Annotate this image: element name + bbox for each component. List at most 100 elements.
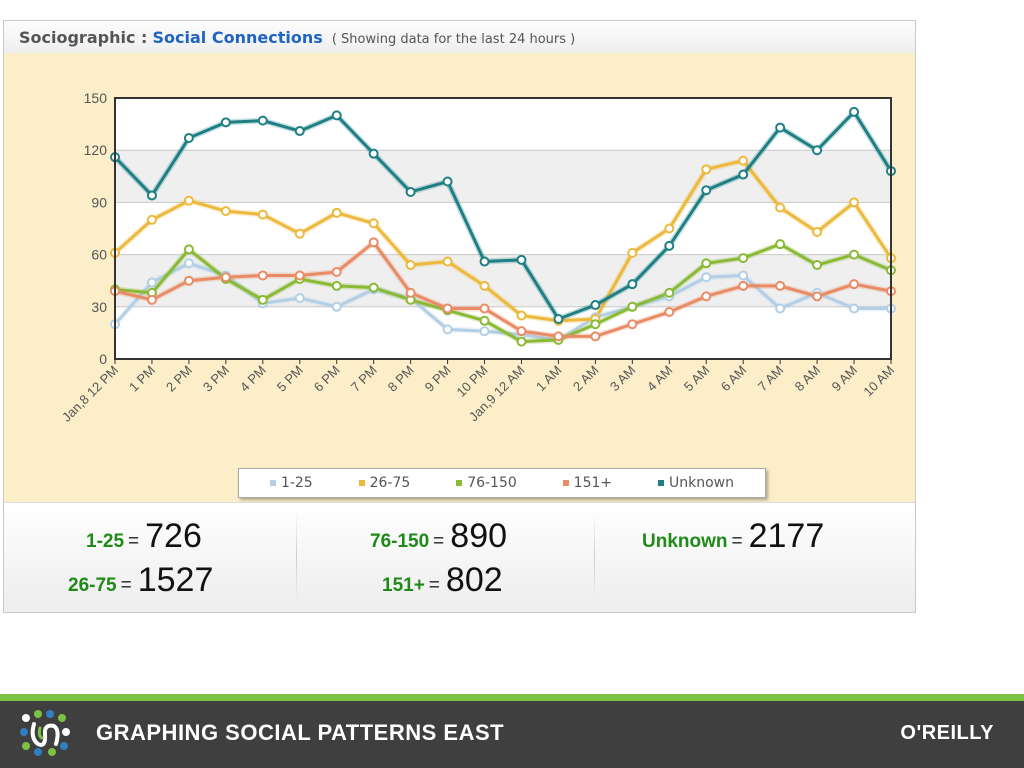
data-point bbox=[627, 279, 638, 290]
legend-label: 76-150 bbox=[467, 475, 517, 491]
data-point bbox=[183, 258, 194, 269]
data-point bbox=[812, 260, 823, 271]
data-point bbox=[479, 256, 490, 267]
data-point bbox=[738, 253, 749, 264]
total-equals: = bbox=[731, 531, 743, 552]
data-point bbox=[849, 197, 860, 208]
data-point bbox=[294, 293, 305, 304]
x-tick-label: 5 AM bbox=[681, 363, 713, 395]
legend-swatch bbox=[456, 480, 463, 486]
slide-footer: GRAPHING SOCIAL PATTERNS EAST O'REILLY bbox=[0, 701, 1024, 768]
data-point bbox=[775, 122, 786, 133]
data-point bbox=[775, 303, 786, 314]
data-point bbox=[183, 275, 194, 286]
plot-frame bbox=[114, 97, 892, 360]
total-label: 26-75 bbox=[68, 575, 117, 596]
data-point bbox=[701, 258, 712, 269]
total-151-plus: 151+ = 802 bbox=[382, 561, 503, 600]
x-tick-label: 2 AM bbox=[570, 363, 602, 395]
data-point bbox=[146, 277, 157, 288]
data-point bbox=[701, 272, 712, 283]
footer-accent-stripe bbox=[0, 694, 1024, 701]
data-point bbox=[664, 223, 675, 234]
sociographic-panel: Sociographic : Social Connections ( Show… bbox=[3, 20, 916, 613]
data-point bbox=[516, 310, 527, 321]
x-tick-label: 1 AM bbox=[533, 363, 565, 395]
data-point bbox=[738, 169, 749, 180]
legend-item[interactable]: 1-25 bbox=[269, 475, 313, 491]
plot-band bbox=[115, 202, 891, 255]
data-point bbox=[590, 319, 601, 330]
plot-band bbox=[115, 254, 891, 307]
total-equals: = bbox=[428, 575, 440, 596]
data-point bbox=[294, 228, 305, 239]
data-point bbox=[331, 267, 342, 277]
data-point bbox=[516, 326, 527, 337]
y-tick-label: 30 bbox=[91, 299, 107, 315]
totals-divider bbox=[296, 513, 297, 601]
data-point bbox=[738, 155, 749, 166]
total-value: 2177 bbox=[748, 517, 825, 555]
data-point bbox=[257, 209, 268, 220]
data-point bbox=[701, 164, 712, 175]
plot-band bbox=[115, 98, 891, 151]
data-point bbox=[405, 287, 416, 298]
line-chart: 0 30 60 90 120 150 Jan,8 12 PM 1 PM 2 PM 3 PM 4 PM… bbox=[59, 90, 897, 425]
x-tick-label: 9 AM bbox=[829, 363, 861, 395]
x-tick-label: 6 PM bbox=[311, 363, 343, 395]
data-point bbox=[812, 226, 823, 237]
data-point bbox=[294, 126, 305, 137]
data-point bbox=[701, 185, 712, 196]
panel-title: Sociographic : Social Connections ( Show… bbox=[19, 28, 575, 47]
data-point bbox=[849, 279, 860, 290]
total-equals: = bbox=[433, 531, 445, 552]
x-tick-label: 4 PM bbox=[237, 363, 269, 395]
total-76-150: 76-150 = 890 bbox=[370, 517, 507, 556]
totals-divider bbox=[594, 513, 595, 601]
data-point bbox=[812, 145, 823, 156]
data-point bbox=[220, 206, 231, 217]
legend-item[interactable]: Unknown bbox=[658, 475, 734, 491]
x-tick-label: 1 PM bbox=[126, 363, 158, 395]
total-value: 1527 bbox=[137, 561, 214, 599]
legend-swatch bbox=[269, 480, 276, 486]
legend-item[interactable]: 26-75 bbox=[358, 475, 410, 491]
data-point bbox=[257, 270, 268, 281]
y-tick-label: 150 bbox=[84, 90, 108, 106]
data-point bbox=[664, 307, 675, 318]
data-point bbox=[664, 287, 675, 298]
y-tick-label: 90 bbox=[91, 194, 107, 210]
data-point bbox=[590, 331, 601, 342]
series-line bbox=[113, 159, 893, 323]
data-point bbox=[368, 237, 379, 248]
chart-area: 0 30 60 90 120 150 Jan,8 12 PM 1 PM 2 PM 3 PM 4 PM… bbox=[4, 53, 915, 502]
data-point bbox=[257, 294, 268, 305]
data-point bbox=[775, 239, 786, 250]
total-26-75: 26-75 = 1527 bbox=[68, 561, 213, 600]
legend-item[interactable]: 76-150 bbox=[456, 475, 517, 491]
conference-logo-icon bbox=[20, 710, 70, 756]
data-point bbox=[627, 247, 638, 258]
data-point bbox=[516, 254, 527, 265]
data-point bbox=[294, 270, 305, 281]
panel-title-link[interactable]: Social Connections bbox=[152, 28, 323, 47]
data-point bbox=[479, 280, 490, 291]
data-point bbox=[368, 218, 379, 229]
plot-band bbox=[115, 150, 891, 203]
data-point bbox=[849, 249, 860, 260]
data-point bbox=[331, 110, 342, 121]
total-value: 802 bbox=[445, 561, 503, 599]
data-point bbox=[590, 300, 601, 311]
data-point bbox=[257, 115, 268, 126]
data-point bbox=[146, 294, 157, 305]
data-point bbox=[849, 303, 860, 314]
x-tick-label: 10 AM bbox=[860, 363, 897, 400]
total-1-25: 1-25 = 726 bbox=[86, 517, 202, 556]
total-label: 1-25 bbox=[86, 531, 125, 552]
data-point bbox=[479, 303, 490, 314]
x-tick-label: 2 PM bbox=[163, 363, 195, 395]
publisher-logo: O'REILLY bbox=[900, 722, 994, 744]
x-tick-label: 4 AM bbox=[644, 363, 676, 395]
total-unknown: Unknown = 2177 bbox=[642, 517, 824, 556]
legend-item[interactable]: 151+ bbox=[562, 475, 612, 491]
